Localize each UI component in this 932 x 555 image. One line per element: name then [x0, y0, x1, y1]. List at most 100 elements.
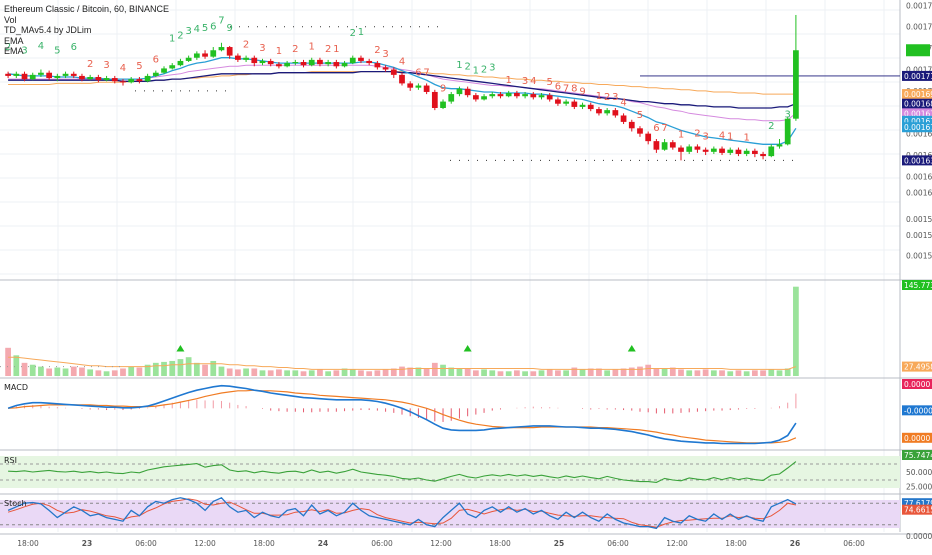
td-count-label: 4: [194, 24, 200, 35]
rsi-line: [8, 461, 797, 483]
td-count-label: 5: [637, 110, 643, 121]
volume-bar: [235, 369, 241, 376]
candle-body: [776, 144, 783, 147]
td-count-label: 3: [103, 60, 109, 71]
volume-bar: [620, 368, 627, 376]
rsi-pane[interactable]: RSI: [0, 456, 900, 483]
volume-bar: [193, 362, 200, 376]
volume-bar: [46, 368, 53, 376]
candle-body: [251, 57, 258, 64]
time-tick-label: 06:00: [843, 539, 865, 548]
td-count-label: 1: [727, 132, 733, 143]
price-tick-label: 0.001760: [906, 23, 932, 32]
candle-body: [522, 94, 528, 97]
volume-bar: [136, 367, 143, 376]
volume-bar: [604, 370, 611, 376]
td-count-label: 4: [620, 97, 626, 108]
candle-body: [218, 47, 225, 51]
td-count-label: 7: [563, 83, 569, 94]
volume-bar: [678, 369, 684, 376]
volume-bar: [382, 369, 389, 376]
time-tick-label: 18:00: [17, 539, 39, 548]
buy-signal-marker: [176, 344, 185, 352]
stoch-value-tag: [902, 498, 932, 509]
candle-body: [530, 94, 537, 98]
volume-pane[interactable]: [0, 286, 799, 376]
symbol-title[interactable]: Ethereum Classic / Bitcoin, 60, BINANCE: [4, 4, 170, 14]
volume-bar: [202, 364, 208, 376]
candle-body: [620, 115, 627, 122]
rsi-band: [0, 456, 900, 488]
price-tick-label: 0.001546: [906, 252, 932, 261]
candle-body: [95, 76, 102, 81]
macd-value-tag: [902, 379, 932, 389]
candle-body: [13, 73, 20, 76]
volume-bar: [440, 364, 446, 376]
volume-bar: [29, 364, 36, 376]
candle-body: [177, 60, 184, 66]
price-value-tag: [902, 155, 932, 166]
volume-bar: [349, 369, 356, 376]
volume-bar: [341, 368, 348, 376]
time-tick-label: 12:00: [666, 539, 688, 548]
macd-pane[interactable]: MACD: [4, 383, 797, 445]
volume-bar: [431, 362, 438, 376]
grid: [0, 0, 932, 535]
volume-bar: [760, 370, 766, 376]
candle-body: [768, 146, 775, 157]
td-count-label: 1: [276, 46, 282, 57]
price-axis[interactable]: 0.0017800.0017600.0017400.0017200.001700…: [906, 1, 932, 541]
candle-body: [686, 146, 693, 152]
volume-bar: [333, 370, 340, 376]
time-tick-label: 24: [318, 539, 328, 548]
price-value-tag-text: 0.001635: [904, 156, 932, 165]
candle-body: [169, 65, 176, 69]
td-count-label: 1: [358, 27, 364, 38]
candle-body: [448, 94, 455, 102]
candle-body: [751, 150, 758, 154]
volume-bar: [472, 370, 479, 376]
time-tick-label: 18:00: [253, 539, 275, 548]
candle-body: [62, 73, 69, 76]
candle-body: [719, 148, 725, 153]
legend-line-ema-2[interactable]: EMA: [4, 46, 24, 56]
stoch-pane[interactable]: Stoch: [0, 497, 900, 530]
macd-value-text: -0.0000: [904, 406, 932, 415]
td-count-label: 3: [785, 109, 791, 120]
td-count-label: 6: [415, 67, 421, 78]
volume-bar: [407, 367, 414, 376]
macd-value-text: 0.0000: [904, 380, 930, 389]
legend-line-vol[interactable]: Vol: [4, 14, 17, 25]
td-count-label: 2: [768, 121, 774, 132]
legend-line-td[interactable]: TD_MAv5.4 by JDLim: [4, 25, 92, 35]
chart-legend[interactable]: Ethereum Classic / Bitcoin, 60, BINANCE …: [4, 4, 169, 57]
volume-bar: [21, 362, 28, 376]
volume-bar: [300, 371, 307, 376]
td-count-label: 2: [177, 30, 183, 41]
macd-value-tag: [902, 405, 932, 416]
td-count-label: 1: [743, 133, 749, 144]
candle-body: [464, 88, 471, 96]
legend-line-ema-1[interactable]: EMA: [4, 35, 24, 46]
volume-bar: [464, 368, 471, 376]
rsi-tick-label: 25.0000: [906, 482, 932, 491]
td-count-label: 4: [530, 76, 536, 87]
td-count-label: 2: [350, 28, 356, 39]
candle-body: [382, 67, 389, 70]
macd-value-text: 0.0000: [904, 434, 930, 443]
volume-bar: [62, 368, 69, 376]
candle-body: [333, 62, 340, 67]
volume-bar: [276, 369, 282, 376]
candle-body: [481, 96, 487, 100]
td-count-label: 8: [571, 83, 577, 94]
time-axis[interactable]: 18:00 23 06:00 12:00 18:00 24 06:00 12:00 18:00 2…: [17, 539, 865, 548]
td-count-label: 9: [440, 83, 446, 94]
volume-bar: [144, 364, 151, 376]
volume-bar: [259, 370, 266, 376]
td-count-label: 1: [505, 75, 511, 86]
candle-body: [735, 149, 742, 154]
volume-bar: [522, 371, 528, 376]
price-tick-label: 0.001720: [906, 66, 932, 75]
